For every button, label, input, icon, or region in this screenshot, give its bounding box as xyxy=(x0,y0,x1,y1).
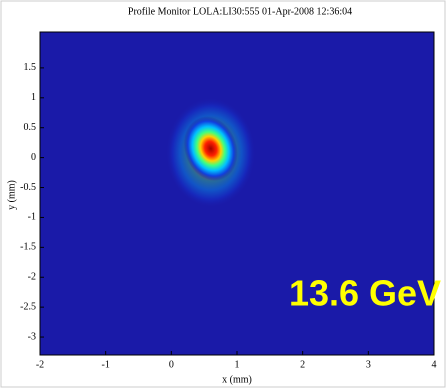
x-tick-label: 4 xyxy=(432,359,437,370)
y-tick-label: -1.5 xyxy=(20,242,36,253)
y-tick-label: 0 xyxy=(31,152,36,163)
chart: Profile Monitor LOLA:LI30:555 01-Apr-200… xyxy=(0,0,446,388)
y-tick-label: -0.5 xyxy=(20,182,36,193)
y-tick-label: -2.5 xyxy=(20,301,36,312)
x-tick-label: 0 xyxy=(169,359,174,370)
y-tick-label: -3 xyxy=(28,331,36,342)
y-tick-label: -2 xyxy=(28,272,36,283)
y-tick-label: 1.5 xyxy=(24,62,37,73)
y-axis-label: y (mm) xyxy=(6,180,17,210)
y-tick-label: 0.5 xyxy=(24,122,37,133)
chart-title: Profile Monitor LOLA:LI30:555 01-Apr-200… xyxy=(128,6,352,17)
page: Profile Monitor LOLA:LI30:555 01-Apr-200… xyxy=(0,0,446,388)
x-tick-label: 3 xyxy=(366,359,371,370)
y-tick-label: 1 xyxy=(31,92,36,103)
x-axis-label: x (mm) xyxy=(222,374,252,385)
x-tick-label: -1 xyxy=(101,359,109,370)
x-tick-label: 1 xyxy=(235,359,240,370)
energy-annotation: 13.6 GeV xyxy=(289,273,441,314)
x-tick-label: 2 xyxy=(300,359,305,370)
x-tick-label: -2 xyxy=(36,359,44,370)
y-tick-label: -1 xyxy=(28,212,36,223)
